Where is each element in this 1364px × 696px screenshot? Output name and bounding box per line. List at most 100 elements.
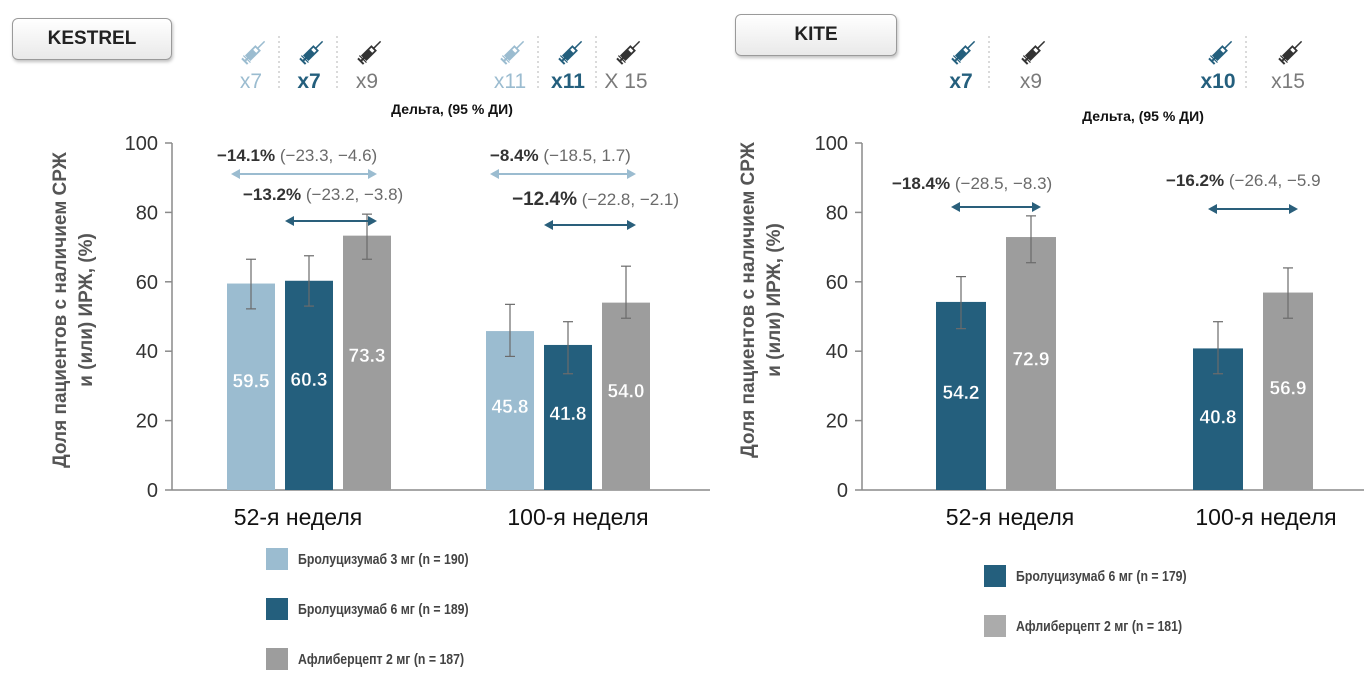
injection-count: x15: [1271, 70, 1305, 93]
injection-count: x10: [1200, 70, 1235, 93]
syringe-handle: [357, 57, 365, 65]
syringe-handle: [1021, 57, 1029, 65]
delta-arrow: [544, 220, 636, 230]
syringe-handle: [951, 57, 959, 65]
legend-swatch: [266, 598, 288, 620]
bar: [285, 280, 333, 490]
delta-arrow-head-left: [544, 220, 553, 230]
injection-count: x9: [356, 70, 378, 93]
bar-value-label: 60.3: [291, 370, 328, 391]
injection-count: x7: [240, 70, 262, 93]
legend-item-brolucizumab-6mg: Бролуцизумаб 6 мг (n = 179): [984, 563, 1224, 589]
syringe-flange: [617, 55, 626, 64]
delta-arrow-head-left: [231, 169, 240, 179]
delta-arrow-head-right: [627, 169, 636, 179]
bar: [227, 283, 275, 490]
syringe-fill: [505, 49, 516, 60]
syringe-needle: [373, 40, 382, 49]
syringe-flange: [1279, 55, 1288, 64]
delta-ci: (−18.5, 1.7): [539, 146, 631, 165]
syringe-flange: [559, 55, 568, 64]
bar: [343, 235, 391, 490]
y-tick-label: 100: [815, 133, 848, 155]
injection-count: x11: [494, 70, 526, 93]
y-tick-label: 60: [826, 272, 848, 294]
syringe-fill: [362, 49, 373, 60]
syringe-flange: [501, 55, 510, 64]
injection-count: x7: [949, 70, 972, 93]
syringe-flange: [358, 55, 367, 64]
syringe-icon: [951, 40, 976, 65]
delta-title: Дельта, (95 % ДИ): [391, 101, 513, 117]
syringe-needle: [574, 40, 583, 49]
delta-ci: (−28.5, −8.3): [950, 174, 1052, 193]
legend-item-aflibercept-2mg: Афлиберцепт 2 мг (n = 181): [984, 613, 1224, 639]
syringe-icon: [1021, 40, 1046, 65]
bar: [1006, 237, 1056, 490]
y-axis-label-line-2: и (или) ИРЖ, (%): [764, 223, 785, 377]
syringe-fill: [1283, 49, 1294, 60]
syringe-needle: [315, 40, 324, 49]
delta-arrow-head-right: [627, 220, 636, 230]
delta-label: −13.2% (−23.2, −3.8): [243, 185, 403, 204]
syringe-handle: [1208, 57, 1216, 65]
delta-label: −14.1% (−23.3, −4.6): [217, 146, 377, 165]
delta-arrow: [231, 169, 377, 179]
syringe-fill: [304, 49, 315, 60]
syringe-flange: [1022, 55, 1031, 64]
syringe-icon: [357, 40, 382, 65]
delta-label: −8.4% (−18.5, 1.7): [490, 146, 631, 165]
legend-label: Афлиберцепт 2 мг (n = 181): [1016, 617, 1183, 635]
delta-label: −12.4% (−22.8, −2.1): [512, 189, 679, 210]
syringe-flange: [300, 55, 309, 64]
y-tick-label: 40: [826, 341, 848, 363]
syringe-handle: [299, 57, 307, 65]
y-axis-label-line-2: и (или) ИРЖ, (%): [76, 233, 97, 387]
bar: [936, 301, 986, 490]
delta-value: −14.1%: [217, 146, 275, 165]
bar-value-label: 54.0: [608, 382, 645, 403]
delta-arrow-head-left: [490, 169, 499, 179]
syringe-fill: [563, 49, 574, 60]
syringe-flange: [952, 55, 961, 64]
legend-item-brolucizumab-3mg: Бролуцизумаб 3 мг (n = 190): [266, 546, 506, 572]
y-tick-label: 20: [136, 411, 158, 433]
y-axis-label-line-1: Доля пациентов с наличием СРЖ: [50, 151, 71, 468]
y-tick-label: 60: [136, 272, 158, 294]
y-tick-label: 80: [136, 202, 158, 224]
kestrel-panel: KESTREL Доля пациентов с наличием СРЖ и (…: [12, 18, 710, 670]
delta-arrow-head-right: [368, 169, 377, 179]
syringe-icon: [616, 40, 641, 65]
bar: [486, 331, 534, 490]
delta-title: Дельта, (95 % ДИ): [1082, 108, 1204, 124]
injection-count: x11: [551, 70, 585, 93]
y-tick-label: 20: [826, 411, 848, 433]
syringe-handle: [500, 57, 508, 65]
y-tick-label: 40: [136, 341, 158, 363]
delta-arrow: [1208, 204, 1298, 214]
syringe-handle: [241, 57, 249, 65]
syringe-icon: [558, 40, 583, 65]
delta-ci: (−23.2, −3.8): [301, 185, 403, 204]
x-category-label: 52-я неделя: [946, 504, 1074, 530]
delta-arrow-head-right: [368, 216, 377, 226]
bar-value-label: 54.2: [943, 383, 980, 404]
x-category-label: 100-я неделя: [507, 504, 648, 530]
syringe-icon: [299, 40, 324, 65]
syringe-needle: [1294, 40, 1303, 49]
y-tick-label: 100: [125, 133, 158, 155]
syringe-needle: [257, 40, 266, 49]
delta-label: −16.2% (−26.4, −5.9: [1166, 171, 1321, 190]
syringe-icon: [500, 40, 525, 65]
delta-arrow-head-left: [1208, 204, 1217, 214]
delta-value: −16.2%: [1166, 171, 1224, 190]
legend-swatch: [984, 565, 1006, 587]
legend-label: Бролуцизумаб 6 мг (n = 179): [1016, 567, 1187, 585]
y-tick-label: 80: [826, 202, 848, 224]
study-tag-kestrel: KESTREL: [12, 18, 172, 60]
syringe-flange: [1209, 55, 1218, 64]
bar: [1263, 292, 1313, 490]
injection-count: x9: [1020, 70, 1042, 93]
syringe-needle: [1224, 40, 1233, 49]
syringe-needle: [516, 40, 525, 49]
